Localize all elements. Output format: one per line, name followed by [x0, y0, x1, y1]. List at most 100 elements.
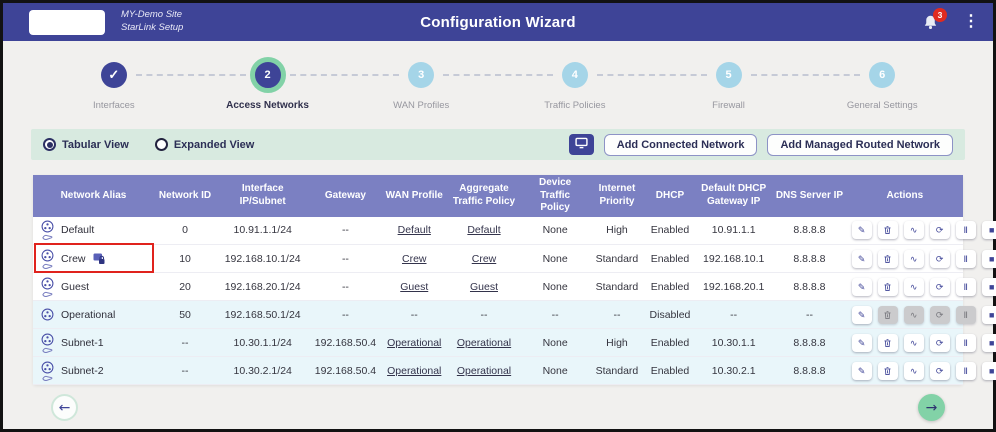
notifications-button[interactable]: 3: [922, 7, 947, 31]
table-row: Default 0 10.91.1.1/24 -- Default Default None…: [33, 216, 996, 245]
dns-cell: 8.8.8.8: [772, 328, 847, 357]
aggregate-policy-link[interactable]: Operational: [456, 336, 512, 349]
sync-button[interactable]: ⟳: [929, 249, 950, 268]
chart-button[interactable]: ∿: [903, 249, 924, 268]
edit-button[interactable]: ✎: [851, 277, 872, 296]
step-label: Firewall: [712, 100, 745, 111]
edit-button[interactable]: ✎: [851, 361, 872, 380]
aggregate-policy-link[interactable]: Crew: [471, 252, 497, 265]
network-alias-cell: Guest: [33, 272, 154, 301]
stop-button[interactable]: ■: [981, 333, 996, 352]
pause-button[interactable]: Ⅱ: [955, 277, 976, 296]
delete-icon: [883, 338, 892, 348]
step-number: 6: [879, 69, 886, 81]
aggregate-policy-cell: Default: [446, 216, 522, 245]
sync-button[interactable]: ⟳: [929, 221, 950, 240]
delete-button[interactable]: [877, 221, 898, 240]
chart-button[interactable]: ∿: [903, 221, 924, 240]
wan-profile-link[interactable]: Guest: [400, 280, 429, 293]
interface-ip-cell: 10.30.1.1/24: [216, 328, 310, 357]
stop-button[interactable]: ■: [981, 221, 996, 240]
aggregate-policy-link[interactable]: Default: [467, 224, 501, 237]
add-connected-network-button[interactable]: Add Connected Network: [603, 133, 758, 156]
stop-button[interactable]: ■: [981, 277, 996, 296]
arrow-right-icon: →: [925, 399, 938, 416]
aggregate-policy-link[interactable]: Operational: [456, 364, 512, 377]
table-row: Subnet-1 -- 10.30.1.1/24 192.168.50.4 Operat…: [33, 328, 996, 357]
step-access-networks[interactable]: 2 Access Networks: [191, 57, 399, 111]
delete-button[interactable]: [877, 333, 898, 352]
dhcp-gateway-cell: 10.30.2.1: [695, 356, 773, 385]
delete-button[interactable]: [877, 361, 898, 380]
network-alias-label: Operational: [61, 308, 116, 321]
display-view-button[interactable]: [568, 134, 594, 155]
network-icon: [41, 308, 54, 321]
delete-button: [877, 305, 898, 324]
edit-button[interactable]: ✎: [851, 333, 872, 352]
pause-button[interactable]: Ⅱ: [955, 361, 976, 380]
sync-button[interactable]: ⟳: [929, 277, 950, 296]
actions-cell: ✎ ∿ ⟳ Ⅱ ■: [846, 244, 996, 273]
edit-button[interactable]: ✎: [851, 249, 872, 268]
step-interfaces[interactable]: ✓ Interfaces: [37, 57, 246, 111]
wan-profile-link[interactable]: Crew: [401, 252, 427, 265]
dhcp-cell: Enabled: [644, 356, 696, 385]
sync-button[interactable]: ⟳: [929, 361, 950, 380]
step-number: 3: [418, 69, 425, 81]
add-managed-routed-network-button[interactable]: Add Managed Routed Network: [767, 133, 953, 156]
gateway-cell: --: [309, 244, 382, 273]
col-dns: DNS Server IP: [772, 175, 847, 217]
edit-button[interactable]: ✎: [851, 221, 872, 240]
interface-ip-cell: 192.168.10.1/24: [216, 244, 310, 273]
edit-button[interactable]: ✎: [851, 305, 872, 324]
stop-button[interactable]: ■: [981, 361, 996, 380]
network-alias-cell: Subnet-2: [33, 356, 154, 385]
col-actions: Actions: [846, 175, 963, 217]
chart-button[interactable]: ∿: [903, 361, 924, 380]
expanded-view-radio[interactable]: Expanded View: [154, 138, 254, 151]
step-general-settings[interactable]: 6 General Settings: [805, 57, 959, 111]
wan-profile-link[interactable]: Operational: [387, 336, 442, 349]
chart-button[interactable]: ∿: [903, 277, 924, 296]
back-button[interactable]: ←: [51, 394, 78, 421]
step-firewall[interactable]: 5 Firewall: [652, 57, 860, 111]
wizard-stepper: ✓ Interfaces 2 Access Networks 3 WAN Pro…: [3, 41, 993, 111]
interface-ip-cell: 192.168.50.1/24: [216, 300, 310, 329]
app-header: MY-Demo Site StarLink Setup Configuratio…: [3, 3, 993, 41]
overflow-menu-button[interactable]: ⋮: [963, 13, 979, 30]
aggregate-policy-link[interactable]: Guest: [469, 280, 498, 293]
chart-button[interactable]: ∿: [903, 333, 924, 352]
internet-priority-cell: High: [589, 216, 645, 245]
step-wan-profiles[interactable]: 3 WAN Profiles: [344, 57, 553, 111]
step-circle-pending: 6: [869, 62, 896, 88]
device-policy-cell: None: [521, 272, 590, 301]
wan-profile-link[interactable]: Operational: [387, 364, 442, 377]
table-row: Subnet-2 -- 10.30.2.1/24 192.168.50.4 Operat…: [33, 356, 996, 385]
delete-button[interactable]: [877, 249, 898, 268]
sync-button[interactable]: ⟳: [929, 333, 950, 352]
wan-profile-link[interactable]: Default: [397, 224, 431, 237]
table-row: Operational 50 192.168.50.1/24 -- -- -- -- -- Di…: [33, 300, 996, 329]
delete-button[interactable]: [877, 277, 898, 296]
dns-cell: 8.8.8.8: [772, 244, 847, 273]
wan-profile-cell: Operational: [381, 356, 447, 385]
locked-network-icon: [93, 253, 106, 265]
stop-button[interactable]: ■: [981, 305, 996, 324]
pause-button[interactable]: Ⅱ: [955, 221, 976, 240]
device-policy-cell: --: [521, 300, 590, 329]
radio-selected-icon: [43, 138, 56, 151]
pause-button[interactable]: Ⅱ: [955, 333, 976, 352]
pause-button[interactable]: Ⅱ: [955, 249, 976, 268]
network-id-cell: 0: [153, 216, 217, 245]
step-traffic-policies[interactable]: 4 Traffic Policies: [498, 57, 707, 111]
col-gateway: Gateway: [309, 175, 382, 217]
internet-priority-cell: Standard: [589, 244, 645, 273]
network-icon: [41, 220, 54, 241]
delete-icon: [883, 366, 892, 376]
stop-button[interactable]: ■: [981, 249, 996, 268]
view-toolbar: Tabular View Expanded View Add Connected…: [31, 129, 965, 160]
tabular-view-radio[interactable]: Tabular View: [43, 138, 129, 151]
network-table-body: Default 0 10.91.1.1/24 -- Default Default None…: [33, 216, 996, 385]
dns-cell: 8.8.8.8: [772, 272, 847, 301]
next-button[interactable]: →: [918, 394, 945, 421]
